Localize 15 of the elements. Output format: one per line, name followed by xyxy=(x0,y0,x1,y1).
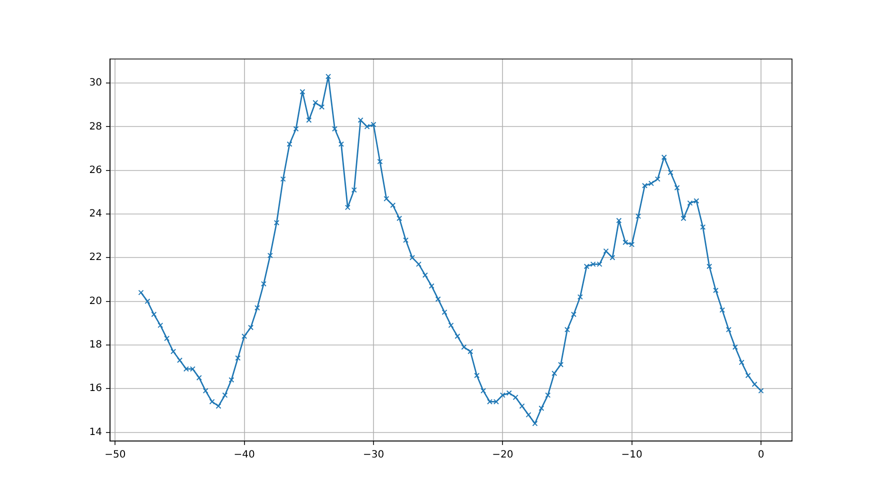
x-tick-label: −20 xyxy=(492,450,514,461)
x-tick-label: 0 xyxy=(758,450,764,461)
y-tick-label: 26 xyxy=(89,164,102,176)
y-tick-label: 18 xyxy=(89,340,102,351)
x-tick-label: −30 xyxy=(362,450,384,461)
y-tick-label: 24 xyxy=(89,208,102,220)
y-tick-label: 16 xyxy=(89,383,102,394)
x-tick-label: −50 xyxy=(104,450,126,461)
y-tick-label: 30 xyxy=(89,78,102,89)
x-tick-label: −10 xyxy=(621,450,642,461)
x-tick-label: −40 xyxy=(234,450,255,461)
y-tick-label: 14 xyxy=(89,426,102,438)
y-tick-label: 28 xyxy=(89,121,102,132)
y-tick-label: 22 xyxy=(89,252,102,264)
y-tick-label: 20 xyxy=(89,296,102,307)
